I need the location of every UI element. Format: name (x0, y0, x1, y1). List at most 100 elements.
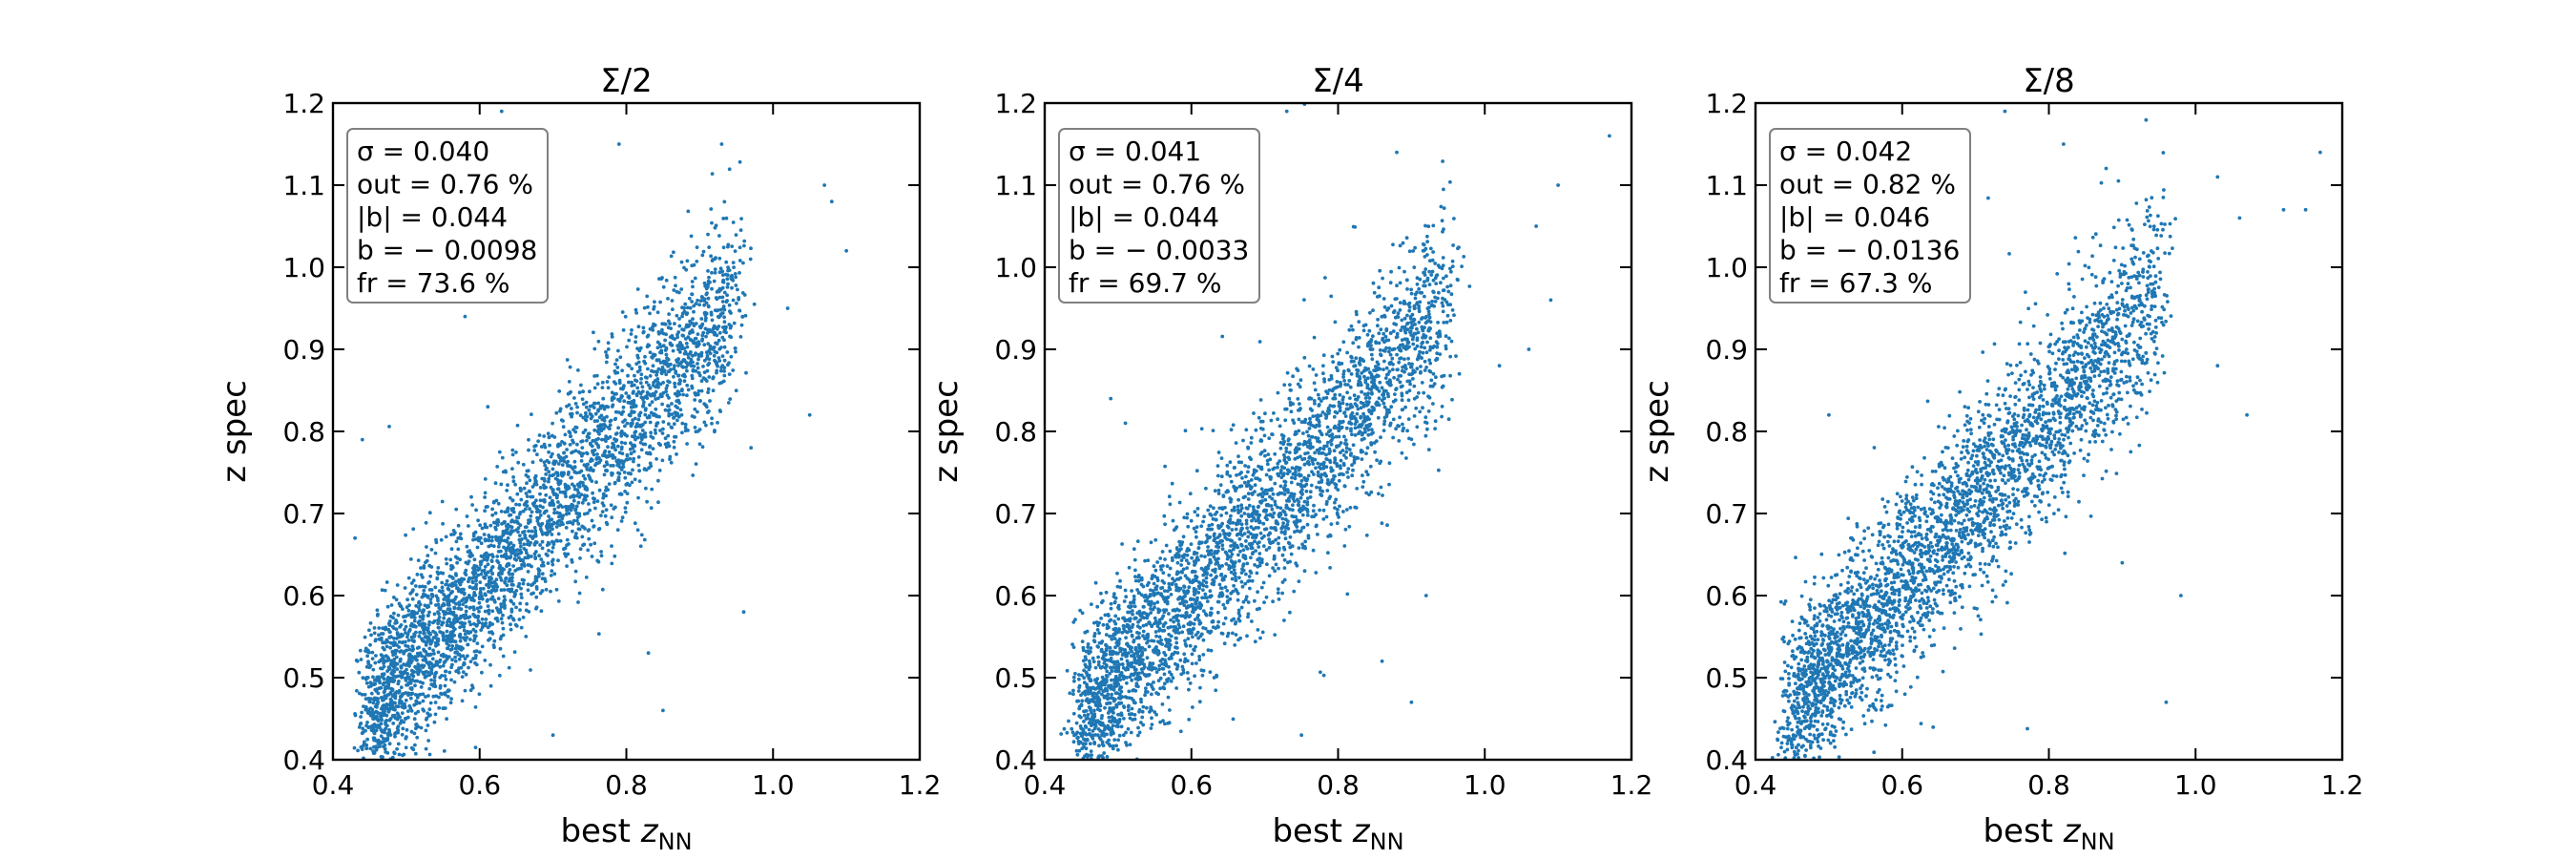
data-point (572, 465, 577, 470)
data-point (615, 366, 620, 369)
data-point (418, 652, 422, 657)
data-point (1390, 367, 1395, 371)
data-point (586, 529, 591, 533)
data-point (493, 511, 498, 515)
data-point (744, 370, 748, 375)
data-point (403, 586, 407, 590)
y-tick-label: 0.8 (282, 416, 325, 448)
data-point (425, 626, 429, 630)
data-point (597, 415, 602, 420)
data-point (660, 276, 664, 280)
data-point (376, 700, 381, 704)
data-point (441, 631, 446, 636)
data-point (383, 704, 387, 709)
data-point (1284, 524, 1288, 529)
data-point (541, 498, 546, 503)
data-point (392, 692, 397, 697)
data-point (605, 355, 610, 359)
data-point (484, 573, 488, 577)
data-point (413, 664, 417, 669)
data-point (717, 346, 722, 351)
data-point (1398, 308, 1402, 312)
outlier-point (616, 142, 621, 146)
data-point (471, 605, 476, 609)
data-point (644, 486, 648, 491)
data-point (586, 548, 591, 553)
data-point (1188, 643, 1193, 648)
data-point (445, 561, 449, 566)
data-point (1167, 647, 1172, 652)
data-point (690, 414, 695, 418)
data-point (1434, 282, 1439, 285)
data-point (465, 514, 469, 518)
data-point (410, 597, 415, 601)
data-point (564, 512, 569, 516)
data-point (434, 660, 439, 664)
data-point (1424, 366, 1428, 369)
data-point (592, 452, 596, 457)
data-point (668, 457, 672, 461)
data-point (360, 731, 364, 736)
data-point (1322, 379, 1327, 384)
data-point (449, 533, 453, 536)
data-point (1379, 327, 1383, 332)
data-point (391, 643, 396, 647)
data-point (418, 692, 423, 697)
data-point (600, 386, 605, 389)
data-point (662, 368, 667, 372)
data-point (449, 697, 453, 701)
data-point (625, 421, 630, 426)
data-point (1135, 588, 1139, 592)
data-point (685, 305, 690, 310)
data-point (369, 728, 374, 732)
data-point (486, 562, 490, 567)
data-point (395, 667, 400, 671)
data-point (488, 683, 493, 688)
data-point (1166, 589, 1170, 594)
data-point (629, 405, 634, 409)
data-point (499, 588, 504, 593)
data-point (688, 319, 692, 324)
data-point (402, 752, 406, 757)
data-point (628, 456, 633, 461)
data-point (570, 407, 573, 410)
data-point (641, 325, 646, 330)
data-point (378, 681, 382, 685)
data-point (1430, 258, 1435, 262)
data-point (393, 649, 398, 654)
data-point (614, 391, 618, 396)
data-point (1209, 606, 1214, 611)
data-point (547, 470, 551, 474)
data-point (551, 488, 554, 492)
data-point (387, 623, 392, 627)
data-point (392, 637, 396, 640)
data-point (546, 431, 551, 436)
data-point (404, 643, 407, 648)
data-point (721, 245, 726, 250)
data-point (698, 299, 703, 303)
data-point (691, 368, 696, 373)
data-point (1345, 402, 1349, 407)
data-point (509, 507, 514, 512)
data-point (633, 373, 636, 378)
data-point (597, 455, 601, 460)
data-point (722, 315, 726, 320)
data-point (1114, 744, 1118, 748)
data-point (445, 657, 449, 661)
data-point (549, 454, 553, 459)
data-point (627, 364, 632, 367)
data-point (372, 631, 377, 636)
data-point (558, 407, 563, 411)
data-point (1418, 349, 1422, 354)
data-point (1234, 575, 1237, 579)
data-point (1271, 540, 1276, 544)
x-axis-title: best zNN (560, 812, 692, 855)
data-point (588, 477, 592, 481)
data-point (413, 751, 418, 756)
data-point (728, 397, 733, 401)
data-point (690, 280, 695, 283)
data-point (1213, 489, 1217, 493)
data-point (445, 623, 449, 628)
data-point (619, 468, 624, 471)
data-point (513, 519, 518, 523)
